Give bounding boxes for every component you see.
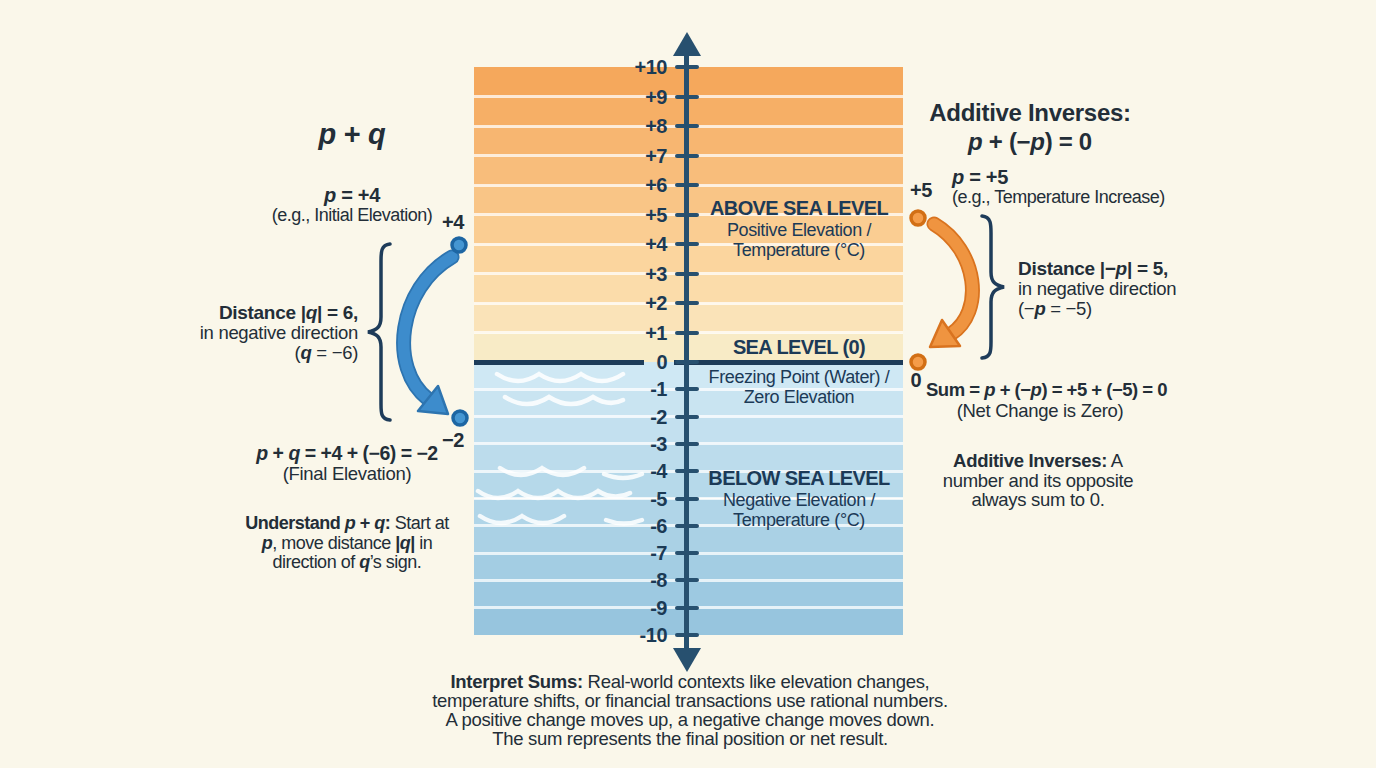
right-distance-line1: Distance |−p| = 5, bbox=[1018, 259, 1238, 279]
right-distance-note: Distance |−p| = 5, in negative direction… bbox=[1018, 259, 1238, 319]
sea-level-subtitle: Freezing Point (Water) / Zero Elevation bbox=[689, 368, 909, 407]
tick-mark bbox=[675, 415, 699, 419]
sea-level-title: SEA LEVEL (0) bbox=[689, 336, 909, 359]
above-sea-level-title: ABOVE SEA LEVEL bbox=[689, 197, 909, 220]
axis-arrow-down-icon bbox=[673, 648, 701, 672]
tick-label: +1 bbox=[553, 320, 667, 346]
right-heading-line1: Additive Inverses: bbox=[900, 99, 1160, 127]
tick-mark bbox=[675, 606, 699, 610]
tick-mark bbox=[675, 331, 699, 335]
left-understand-note: Understand p + q: Start at p, move dista… bbox=[212, 514, 482, 573]
blue-dot-end bbox=[453, 411, 467, 425]
left-distance-note: Distance |q| = 6, in negative direction … bbox=[138, 303, 358, 363]
tick-mark bbox=[675, 301, 699, 305]
understand-line3: direction of q’s sign. bbox=[212, 553, 482, 573]
understand-line1: Understand p + q: Start at bbox=[212, 514, 482, 534]
diagram-canvas: +10+9+8+7+6+5+4+3+2+10-1-2-3-4-5-6-7-8-9… bbox=[0, 0, 1376, 768]
blue-curved-arrow bbox=[404, 257, 452, 414]
tick-label: -8 bbox=[553, 567, 667, 593]
tick-label: +9 bbox=[553, 84, 667, 110]
tick-mark bbox=[675, 442, 699, 446]
tick-mark bbox=[675, 183, 699, 187]
tick-mark bbox=[675, 551, 699, 555]
left-result: p + q = +4 + (−6) = −2 bbox=[197, 443, 497, 463]
below-sea-level-subtitle: Negative Elevation / Temperature (°C) bbox=[689, 491, 909, 530]
tick-label: +6 bbox=[553, 172, 667, 198]
tick-label: -5 bbox=[553, 486, 667, 512]
right-heading-line2: p + (−p) = 0 bbox=[900, 128, 1160, 156]
right-distance-line3: (−p = −5) bbox=[1018, 299, 1238, 319]
above-sea-level-subtitle: Positive Elevation / Temperature (°C) bbox=[689, 221, 909, 260]
above-sub-line1: Positive Elevation / bbox=[689, 221, 909, 241]
bottom-caption: Interpret Sums: Real-world contexts like… bbox=[408, 672, 972, 748]
tick-mark bbox=[675, 272, 699, 276]
tick-mark bbox=[675, 633, 699, 637]
right-inverses-note: Additive Inverses: A number and its oppo… bbox=[918, 451, 1158, 510]
tick-label: 0 bbox=[553, 349, 667, 375]
right-sum-note: (Net Change is Zero) bbox=[920, 401, 1160, 421]
left-distance-line3: (q = −6) bbox=[138, 343, 358, 363]
left-start-value: +4 bbox=[429, 212, 477, 232]
tick-mark bbox=[675, 154, 699, 158]
tick-label: -1 bbox=[553, 376, 667, 402]
above-sub-line2: Temperature (°C) bbox=[689, 241, 909, 261]
right-sum: Sum = p + (−p) = +5 + (−5) = 0 bbox=[926, 380, 1206, 400]
below-sub-line2: Temperature (°C) bbox=[689, 511, 909, 531]
axis-arrow-up-icon bbox=[673, 32, 701, 56]
tick-label: -6 bbox=[553, 513, 667, 539]
left-result-note: (Final Elevation) bbox=[197, 464, 497, 484]
tick-label: +2 bbox=[553, 290, 667, 316]
tick-mark bbox=[675, 124, 699, 128]
tick-mark bbox=[675, 360, 699, 364]
right-p-line: p = +5 bbox=[952, 167, 1152, 187]
left-distance-line1: Distance |q| = 6, bbox=[138, 303, 358, 323]
tick-mark bbox=[675, 578, 699, 582]
tick-label: -9 bbox=[553, 595, 667, 621]
tick-label: +5 bbox=[553, 202, 667, 228]
inverses-line2: number and its opposite bbox=[918, 471, 1158, 491]
below-sea-level-title: BELOW SEA LEVEL bbox=[689, 467, 909, 490]
orange-dot-start bbox=[911, 211, 925, 225]
caption-line2: temperature shifts, or financial transac… bbox=[408, 691, 972, 710]
caption-line3: A positive change moves up, a negative c… bbox=[408, 710, 972, 729]
inverses-line3: always sum to 0. bbox=[918, 490, 1158, 510]
sea-sub-line1: Freezing Point (Water) / bbox=[689, 368, 909, 388]
right-brace bbox=[982, 216, 1004, 358]
below-sub-line1: Negative Elevation / bbox=[689, 491, 909, 511]
sea-sub-line2: Zero Elevation bbox=[689, 388, 909, 408]
tick-label: -3 bbox=[553, 431, 667, 457]
tick-mark bbox=[675, 65, 699, 69]
tick-mark bbox=[675, 95, 699, 99]
tick-label: +4 bbox=[553, 231, 667, 257]
tick-label: +7 bbox=[553, 143, 667, 169]
tick-label: -10 bbox=[553, 622, 667, 648]
tick-label: -2 bbox=[553, 404, 667, 430]
tick-label: -4 bbox=[553, 458, 667, 484]
left-p-line: p = +4 bbox=[252, 185, 452, 205]
right-start-value: +5 bbox=[897, 180, 945, 200]
tick-label: +3 bbox=[553, 261, 667, 287]
tick-label: +8 bbox=[553, 113, 667, 139]
orange-curved-arrow bbox=[930, 224, 972, 347]
blue-dot-start bbox=[452, 238, 466, 252]
left-heading: p + q bbox=[252, 124, 452, 144]
orange-dot-end bbox=[911, 355, 925, 369]
tick-label: -7 bbox=[553, 540, 667, 566]
right-p-note: (e.g., Temperature Increase) bbox=[952, 187, 1182, 207]
caption-line1: Interpret Sums: Real-world contexts like… bbox=[408, 672, 972, 691]
inverses-line1: Additive Inverses: A bbox=[918, 451, 1158, 471]
right-distance-line2: in negative direction bbox=[1018, 279, 1238, 299]
understand-line2: p, move distance |q| in bbox=[212, 534, 482, 554]
left-distance-line2: in negative direction bbox=[138, 323, 358, 343]
left-brace bbox=[368, 244, 390, 420]
caption-line4: The sum represents the final position or… bbox=[408, 729, 972, 748]
tick-label: +10 bbox=[553, 54, 667, 80]
